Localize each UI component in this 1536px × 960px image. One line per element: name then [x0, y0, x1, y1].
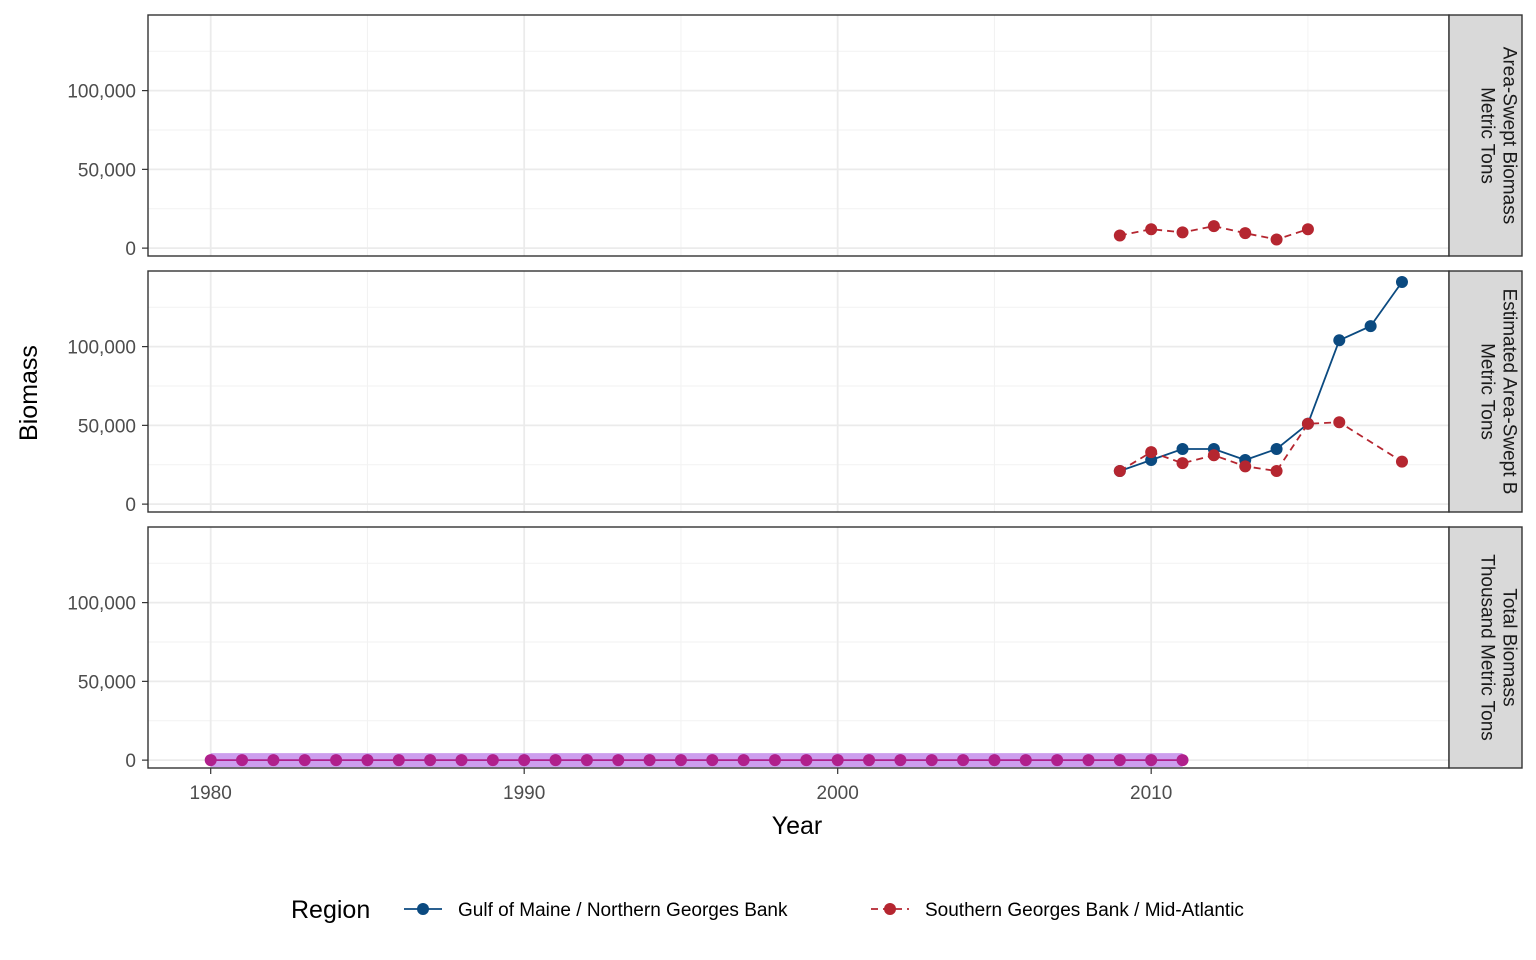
series-point [831, 754, 844, 767]
series-point [1207, 449, 1220, 462]
series-point [486, 754, 499, 767]
series-point [706, 754, 719, 767]
series-point [424, 754, 437, 767]
x-tick-label: 1990 [503, 783, 545, 804]
series-point [737, 754, 750, 767]
strip-background [1448, 270, 1523, 513]
legend-key-point [884, 903, 896, 915]
series-point [1113, 465, 1126, 478]
series-point [1082, 754, 1095, 767]
y-tick-label: 0 [125, 751, 136, 772]
series-point [580, 754, 593, 767]
x-axis: 1980 1990 2000 2010 [190, 768, 1172, 804]
series-point [1301, 223, 1314, 236]
series-point [1395, 455, 1408, 468]
series-point [1051, 754, 1064, 767]
legend-label: Gulf of Maine / Northern Georges Bank [458, 900, 788, 921]
series-point [518, 754, 531, 767]
panel-background [148, 15, 1449, 256]
y-tick-label: 0 [125, 239, 136, 260]
y-tick-label: 100,000 [67, 594, 136, 615]
x-tick-label: 2010 [1130, 783, 1172, 804]
legend-title: Region [291, 896, 370, 924]
series-point [1113, 754, 1126, 767]
x-tick-label: 1980 [190, 783, 232, 804]
x-tick-label: 2000 [817, 783, 859, 804]
series-point [1176, 457, 1189, 470]
series-point [1113, 229, 1126, 242]
strip-label-line: Area-Swept Biomass [1499, 47, 1520, 224]
series-point [1270, 233, 1283, 246]
series-point [1207, 220, 1220, 233]
y-tick-label: 50,000 [78, 416, 136, 437]
legend-label: Southern Georges Bank / Mid-Atlantic [925, 900, 1244, 921]
series-point [894, 754, 907, 767]
series-point [1301, 417, 1314, 430]
series-point [957, 754, 970, 767]
panel-background [148, 271, 1449, 512]
series-line [1119, 281, 1403, 472]
strip-background [1448, 526, 1523, 769]
series-point [267, 754, 280, 767]
y-axis-title: Biomass [15, 345, 43, 441]
series-point [204, 754, 217, 767]
series-point [1145, 446, 1158, 459]
strip-label-line: Thousand Metric Tons [1477, 554, 1498, 741]
series-point [1176, 754, 1189, 767]
y-tick-label: 50,000 [78, 160, 136, 181]
series-point [1145, 754, 1158, 767]
panel-series [1113, 276, 1408, 478]
series-point [1176, 442, 1189, 455]
series-point [298, 754, 311, 767]
series-point [925, 754, 938, 767]
series-point [768, 754, 781, 767]
panel-series [1113, 220, 1314, 246]
series-point [1176, 226, 1189, 239]
strip-label-line: Metric Tons [1477, 343, 1498, 440]
y-tick-label: 50,000 [78, 672, 136, 693]
panel-series [204, 753, 1189, 768]
series-point [1395, 276, 1408, 289]
series-point [643, 754, 656, 767]
series-point [330, 754, 343, 767]
series-point [455, 754, 468, 767]
legend-key-point [417, 903, 429, 915]
series-point [988, 754, 1001, 767]
series-point [674, 754, 687, 767]
series-point [392, 754, 405, 767]
panel-background [148, 527, 1449, 768]
x-axis-title: Year [772, 812, 823, 840]
strip-background [1448, 14, 1523, 257]
series-point [1239, 227, 1252, 240]
series-point [1270, 465, 1283, 478]
strip-label-line: Metric Tons [1477, 87, 1498, 184]
series-point [1333, 334, 1346, 347]
series-point [863, 754, 876, 767]
series-point [1145, 223, 1158, 236]
y-tick-label: 100,000 [67, 338, 136, 359]
series-point [1270, 442, 1283, 455]
series-point [361, 754, 374, 767]
strip-label-line: Total Biomass [1499, 588, 1520, 706]
panel-2: 0 50,000 100,000 Estimated Area-Swept BMetr… [67, 270, 1523, 516]
series-point [1364, 320, 1377, 333]
y-tick-label: 0 [125, 495, 136, 516]
strip-label-line: Estimated Area-Swept B [1499, 289, 1520, 495]
series-point [612, 754, 625, 767]
series-point [549, 754, 562, 767]
series-point [1239, 460, 1252, 473]
legend: Region Gulf of Maine / Northern Georges … [291, 896, 1244, 924]
series-point [1333, 416, 1346, 429]
series-point [1019, 754, 1032, 767]
series-point [236, 754, 249, 767]
y-tick-label: 100,000 [67, 82, 136, 103]
series-point [800, 754, 813, 767]
